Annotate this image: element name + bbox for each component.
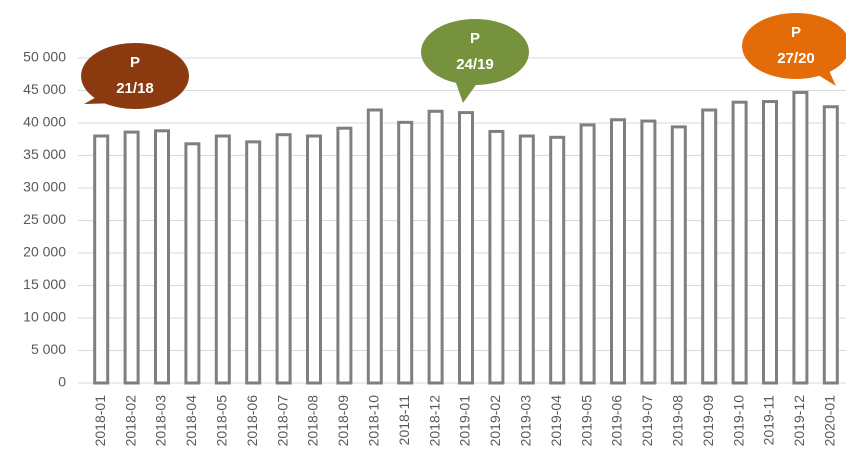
bar	[549, 135, 566, 385]
callout-text: 27/20	[777, 50, 815, 67]
bar	[366, 108, 383, 385]
bar	[518, 134, 535, 385]
callout: P 21/18	[81, 43, 189, 109]
bar	[123, 130, 140, 385]
callout-text: 21/18	[116, 80, 154, 97]
bar	[306, 134, 322, 385]
bar	[427, 109, 444, 385]
bar	[214, 134, 231, 385]
x-tick-label: 2019-08	[670, 395, 686, 447]
callout-text: 24/19	[456, 56, 494, 73]
x-tick-label: 2019-03	[518, 395, 534, 447]
x-tick-label: 2020-01	[822, 395, 838, 447]
bar	[670, 125, 687, 385]
bar	[792, 90, 809, 385]
x-tick-label: 2018-06	[244, 395, 260, 447]
callout-text: P	[130, 54, 140, 71]
x-tick-label: 2019-04	[548, 395, 564, 447]
x-tick-label: 2018-04	[183, 395, 199, 447]
y-tick-label: 50 000	[23, 49, 66, 65]
y-tick-label: 35 000	[23, 146, 66, 162]
callout-text: P	[791, 24, 801, 41]
bar	[93, 134, 110, 385]
bar	[488, 129, 505, 385]
x-tick-label: 2018-05	[214, 395, 230, 447]
x-tick-label: 2018-02	[122, 395, 138, 447]
bar	[336, 126, 353, 385]
x-tick-label: 2018-07	[274, 395, 290, 447]
x-tick-label: 2019-10	[730, 395, 746, 447]
y-tick-label: 20 000	[23, 244, 66, 260]
bar	[701, 108, 718, 385]
callout-text: P	[470, 30, 480, 47]
bar	[275, 133, 292, 385]
y-tick-label: 0	[58, 374, 66, 390]
bar	[579, 123, 596, 385]
x-tick-label: 2019-05	[578, 395, 594, 447]
y-tick-label: 30 000	[23, 179, 66, 195]
x-tick-label: 2018-11	[396, 395, 412, 446]
bar	[458, 111, 474, 385]
bar	[154, 129, 170, 385]
x-tick-label: 2018-09	[335, 395, 351, 447]
bar	[762, 100, 778, 385]
x-tick-label: 2019-01	[457, 395, 473, 447]
x-tick-label: 2019-12	[791, 395, 807, 447]
callout-tail	[455, 80, 478, 103]
callout: P 24/19	[421, 19, 529, 103]
x-tick-label: 2019-07	[639, 395, 655, 447]
y-tick-label: 25 000	[23, 211, 66, 227]
bar	[397, 120, 414, 385]
callout-bubble	[421, 19, 529, 85]
y-tick-label: 40 000	[23, 114, 66, 130]
x-tick-label: 2019-09	[700, 395, 716, 447]
bar	[610, 118, 626, 385]
bar	[731, 100, 748, 385]
callout: P 27/20	[742, 13, 846, 86]
y-tick-label: 5 000	[31, 341, 66, 357]
bar	[640, 119, 657, 385]
bar	[822, 105, 839, 385]
callout-bubble	[742, 13, 846, 79]
y-tick-label: 10 000	[23, 309, 66, 325]
x-tick-label: 2018-08	[305, 395, 321, 447]
y-tick-label: 45 000	[23, 81, 66, 97]
x-tick-label: 2019-06	[609, 395, 625, 447]
y-tick-label: 15 000	[23, 276, 66, 292]
x-tick-label: 2018-03	[153, 395, 169, 447]
x-tick-label: 2019-11	[761, 395, 777, 446]
x-tick-label: 2018-01	[92, 395, 108, 447]
x-tick-label: 2019-02	[487, 395, 503, 447]
x-tick-label: 2018-12	[426, 395, 442, 447]
callout-bubble	[81, 43, 189, 109]
x-tick-label: 2018-10	[366, 395, 382, 447]
bar	[184, 142, 201, 385]
bar	[245, 140, 262, 385]
